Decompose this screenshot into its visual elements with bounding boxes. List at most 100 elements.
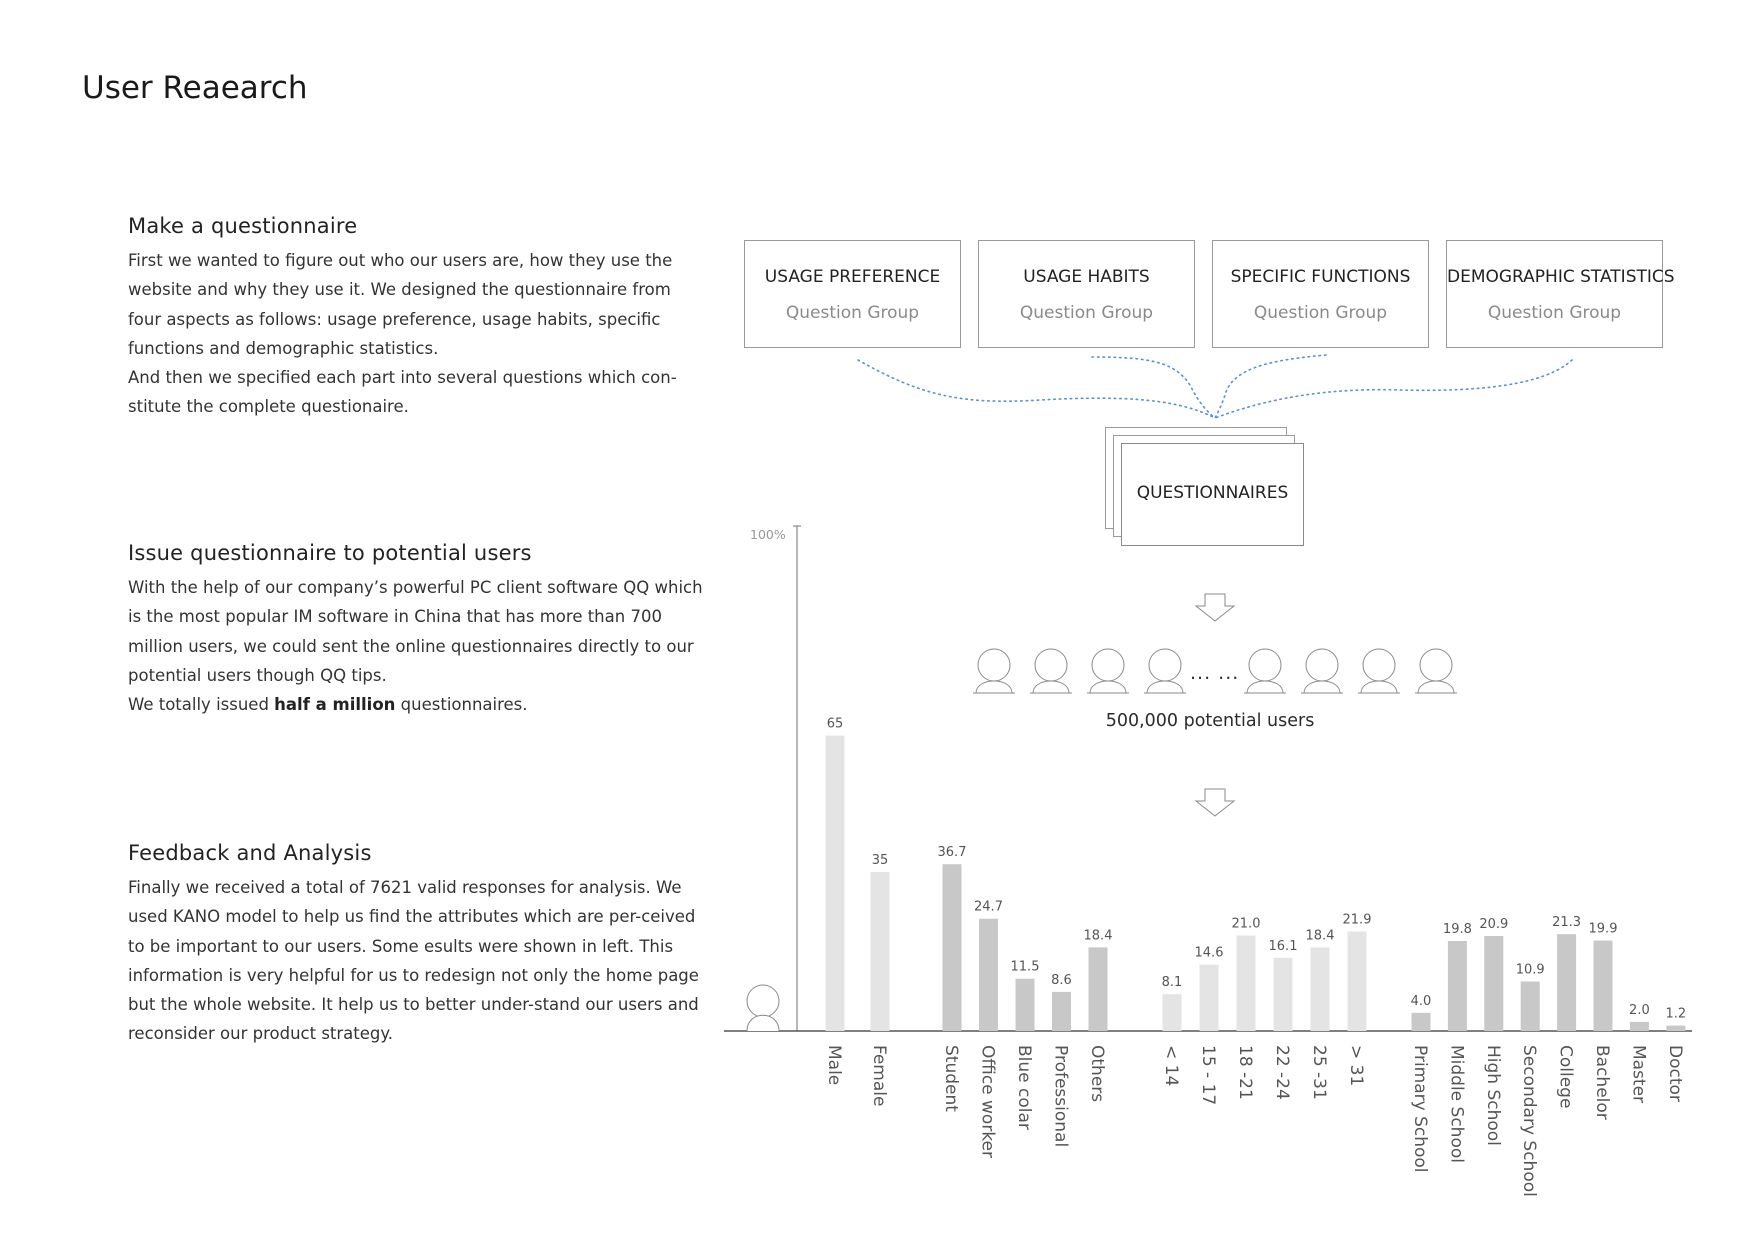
question-group-title: USAGE PREFERENCE [764, 267, 941, 287]
question-group-title: SPECIFIC FUNCTIONS [1230, 267, 1411, 287]
chart-data-label: 21.3 [1552, 915, 1581, 930]
chart-category-label: Female [869, 1045, 889, 1106]
chart-category-label: Student [941, 1045, 961, 1112]
chart-data-label: 14.6 [1195, 946, 1224, 961]
chart-category-label: College [1556, 1045, 1576, 1108]
chart-data-label: 4.0 [1411, 994, 1432, 1009]
question-group-usage-preference: USAGE PREFERENCE Question Group [744, 240, 961, 348]
chart-bar [1593, 940, 1613, 1031]
chart-category-label: Office worker [978, 1045, 998, 1158]
user-icon [1244, 648, 1286, 694]
question-group-subtitle: Question Group [1487, 303, 1622, 323]
questionnaires-label: QUESTIONNAIRES [1136, 483, 1289, 503]
chart-bar [1411, 1012, 1431, 1031]
page-title: User Reaearch [82, 70, 308, 106]
chart-data-label: 21.0 [1232, 917, 1261, 932]
chart-data-label: 10.9 [1516, 962, 1545, 977]
user-icons-row [973, 648, 1457, 694]
chart-data-label: 18.4 [1084, 928, 1113, 943]
question-group-specific-functions: SPECIFIC FUNCTIONS Question Group [1212, 240, 1429, 348]
chart-category-label: Male [824, 1045, 844, 1085]
question-group-title: USAGE HABITS [1023, 267, 1150, 287]
potential-users-label: 500,000 potential users [1105, 711, 1315, 731]
connector-line [1214, 354, 1327, 419]
connector-line [857, 359, 1216, 419]
chart-data-label: 8.6 [1051, 973, 1072, 988]
chart-category-label: Blue colar [1014, 1045, 1034, 1130]
highlight-text: half a million [274, 695, 396, 715]
chart-bar [1447, 941, 1467, 1031]
chart-category-label: 25 -31 [1309, 1045, 1329, 1100]
user-icon [1030, 648, 1072, 694]
chart-bar [1015, 978, 1035, 1031]
section-paragraph: We totally issued half a million questio… [128, 690, 708, 719]
chart-data-label: 21.9 [1343, 912, 1372, 927]
chart-data-label: 19.8 [1443, 922, 1472, 937]
chart-bar [825, 735, 845, 1031]
chart-data-label: 11.5 [1011, 960, 1040, 975]
user-icon [1358, 648, 1400, 694]
chart-data-label: 65 [827, 717, 844, 732]
text-run: questionnaires. [395, 695, 528, 715]
chart-data-label: 1.2 [1665, 1007, 1686, 1022]
chart-bar [1310, 947, 1330, 1031]
chart-category-label: Master [1628, 1045, 1648, 1103]
text-run: We totally issued [128, 695, 275, 715]
chart-category-label: 22 -24 [1272, 1045, 1292, 1100]
users-ellipsis: ... ... [1190, 662, 1240, 684]
arrow-down-icon [1194, 788, 1236, 817]
chart-category-label: Others [1087, 1045, 1107, 1102]
chart-category-label: Bachelor [1592, 1045, 1612, 1120]
question-group-title: DEMOGRAPHIC STATISTICS [1447, 267, 1675, 287]
chart-bar [1199, 964, 1219, 1031]
connector-lines [857, 354, 1573, 419]
section-paragraph: With the help of our company’s powerful … [128, 578, 703, 685]
chart-bar [1484, 936, 1504, 1031]
chart-category-label: High School [1483, 1045, 1503, 1146]
section-feedback-analysis: Feedback and Analysis Finally we receive… [128, 841, 708, 1049]
section-body: First we wanted to figure out who our us… [128, 246, 708, 422]
chart-data-label: 20.9 [1479, 917, 1508, 932]
user-icon [1301, 648, 1343, 694]
chart-data-label: 36.7 [938, 845, 967, 860]
chart-category-label: > 31 [1346, 1045, 1366, 1086]
chart-category-label: 15 - 17 [1198, 1045, 1218, 1105]
connector-line [1214, 359, 1573, 419]
chart-bars: 65 Male 35 Female 36.7 Student 24.7 Office work… [824, 717, 1686, 1197]
chart-bar [1236, 935, 1256, 1031]
section-body: With the help of our company’s powerful … [128, 573, 708, 719]
section-heading: Make a questionnaire [128, 214, 358, 238]
section-paragraph: Finally we received a total of 7621 vali… [128, 878, 699, 1044]
chart-bar [1347, 931, 1367, 1031]
section-issue-questionnaire: Issue questionnaire to potential users W… [128, 541, 708, 719]
question-group-subtitle: Question Group [1253, 303, 1388, 323]
question-group-subtitle: Question Group [1019, 303, 1154, 323]
section-paragraph: And then we specified each part into sev… [128, 368, 677, 417]
chart-data-label: 8.1 [1162, 975, 1183, 990]
chart-category-label: Professional [1051, 1045, 1071, 1147]
chart-ymax-label: 100% [750, 527, 786, 542]
arrow-down-icon [1194, 593, 1236, 622]
section-make-questionnaire: Make a questionnaire First we wanted to … [128, 214, 708, 422]
chart-bar [870, 871, 890, 1031]
chart-category-label: Secondary School [1519, 1045, 1539, 1197]
section-heading: Feedback and Analysis [128, 841, 372, 865]
user-icon [1415, 648, 1457, 694]
chart-bar [979, 918, 998, 1031]
chart-bar [1052, 991, 1071, 1031]
chart-data-label: 19.9 [1589, 922, 1618, 937]
chart-data-label: 18.4 [1306, 928, 1335, 943]
chart-data-label: 16.1 [1269, 939, 1298, 954]
chart-category-label: Primary School [1410, 1045, 1430, 1173]
question-group-demographic-statistics: DEMOGRAPHIC STATISTICS Question Group [1446, 240, 1675, 348]
chart-bar [1666, 1025, 1686, 1031]
chart-bar [1273, 957, 1293, 1031]
question-group-usage-habits: USAGE HABITS Question Group [978, 240, 1195, 348]
user-icon [973, 648, 1015, 694]
chart-category-label: Doctor [1665, 1045, 1685, 1102]
questionnaires-box: QUESTIONNAIRES [1121, 443, 1304, 546]
user-icon [1144, 648, 1186, 694]
section-body: Finally we received a total of 7621 vali… [128, 873, 708, 1049]
chart-bar [1629, 1021, 1649, 1031]
